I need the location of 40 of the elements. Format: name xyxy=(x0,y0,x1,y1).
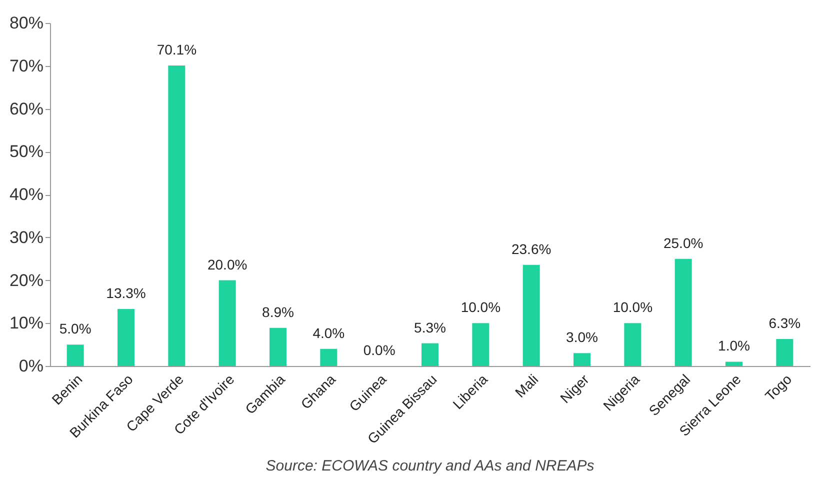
data-label: 20.0% xyxy=(207,256,248,272)
data-label: 13.3% xyxy=(106,284,146,301)
data-label: 23.6% xyxy=(511,240,552,257)
y-tick-label: 50% xyxy=(9,142,44,162)
bar xyxy=(320,348,338,366)
data-label: 25.0% xyxy=(663,234,704,251)
data-label: 70.1% xyxy=(156,41,197,58)
bar xyxy=(218,280,236,366)
data-label: 1.0% xyxy=(718,338,750,354)
bar xyxy=(168,65,186,366)
data-label: 10.0% xyxy=(460,299,501,316)
bar xyxy=(270,328,286,366)
y-tick-label: 30% xyxy=(9,228,44,247)
y-tick-label: 70% xyxy=(9,56,44,76)
data-label: 5.3% xyxy=(414,319,446,336)
bar xyxy=(118,308,134,366)
y-tick-label: 10% xyxy=(9,314,44,333)
x-tick-label: Togo xyxy=(762,370,795,404)
data-label: 0.0% xyxy=(363,342,396,358)
data-label: 10.0% xyxy=(612,299,653,316)
data-label: 3.0% xyxy=(566,329,598,346)
data-label: 6.3% xyxy=(768,314,801,331)
y-tick-label: 20% xyxy=(9,270,44,290)
bar xyxy=(624,323,642,366)
source-note: Source: ECOWAS country and AAs and NREAPs xyxy=(266,457,595,474)
y-tick-label: 40% xyxy=(9,185,44,204)
y-tick-label: 0% xyxy=(18,356,44,376)
bar xyxy=(66,344,84,366)
bar xyxy=(472,323,490,366)
bar xyxy=(422,343,438,366)
bar xyxy=(574,353,590,366)
data-label: 8.9% xyxy=(262,304,294,320)
data-label: 4.0% xyxy=(312,324,345,341)
y-tick-label: 80% xyxy=(9,14,44,32)
data-label: 5.0% xyxy=(59,320,92,337)
y-tick-label: 60% xyxy=(9,99,44,118)
bar xyxy=(522,264,540,366)
bar xyxy=(674,258,692,366)
bar xyxy=(726,362,742,366)
bar xyxy=(776,338,794,366)
